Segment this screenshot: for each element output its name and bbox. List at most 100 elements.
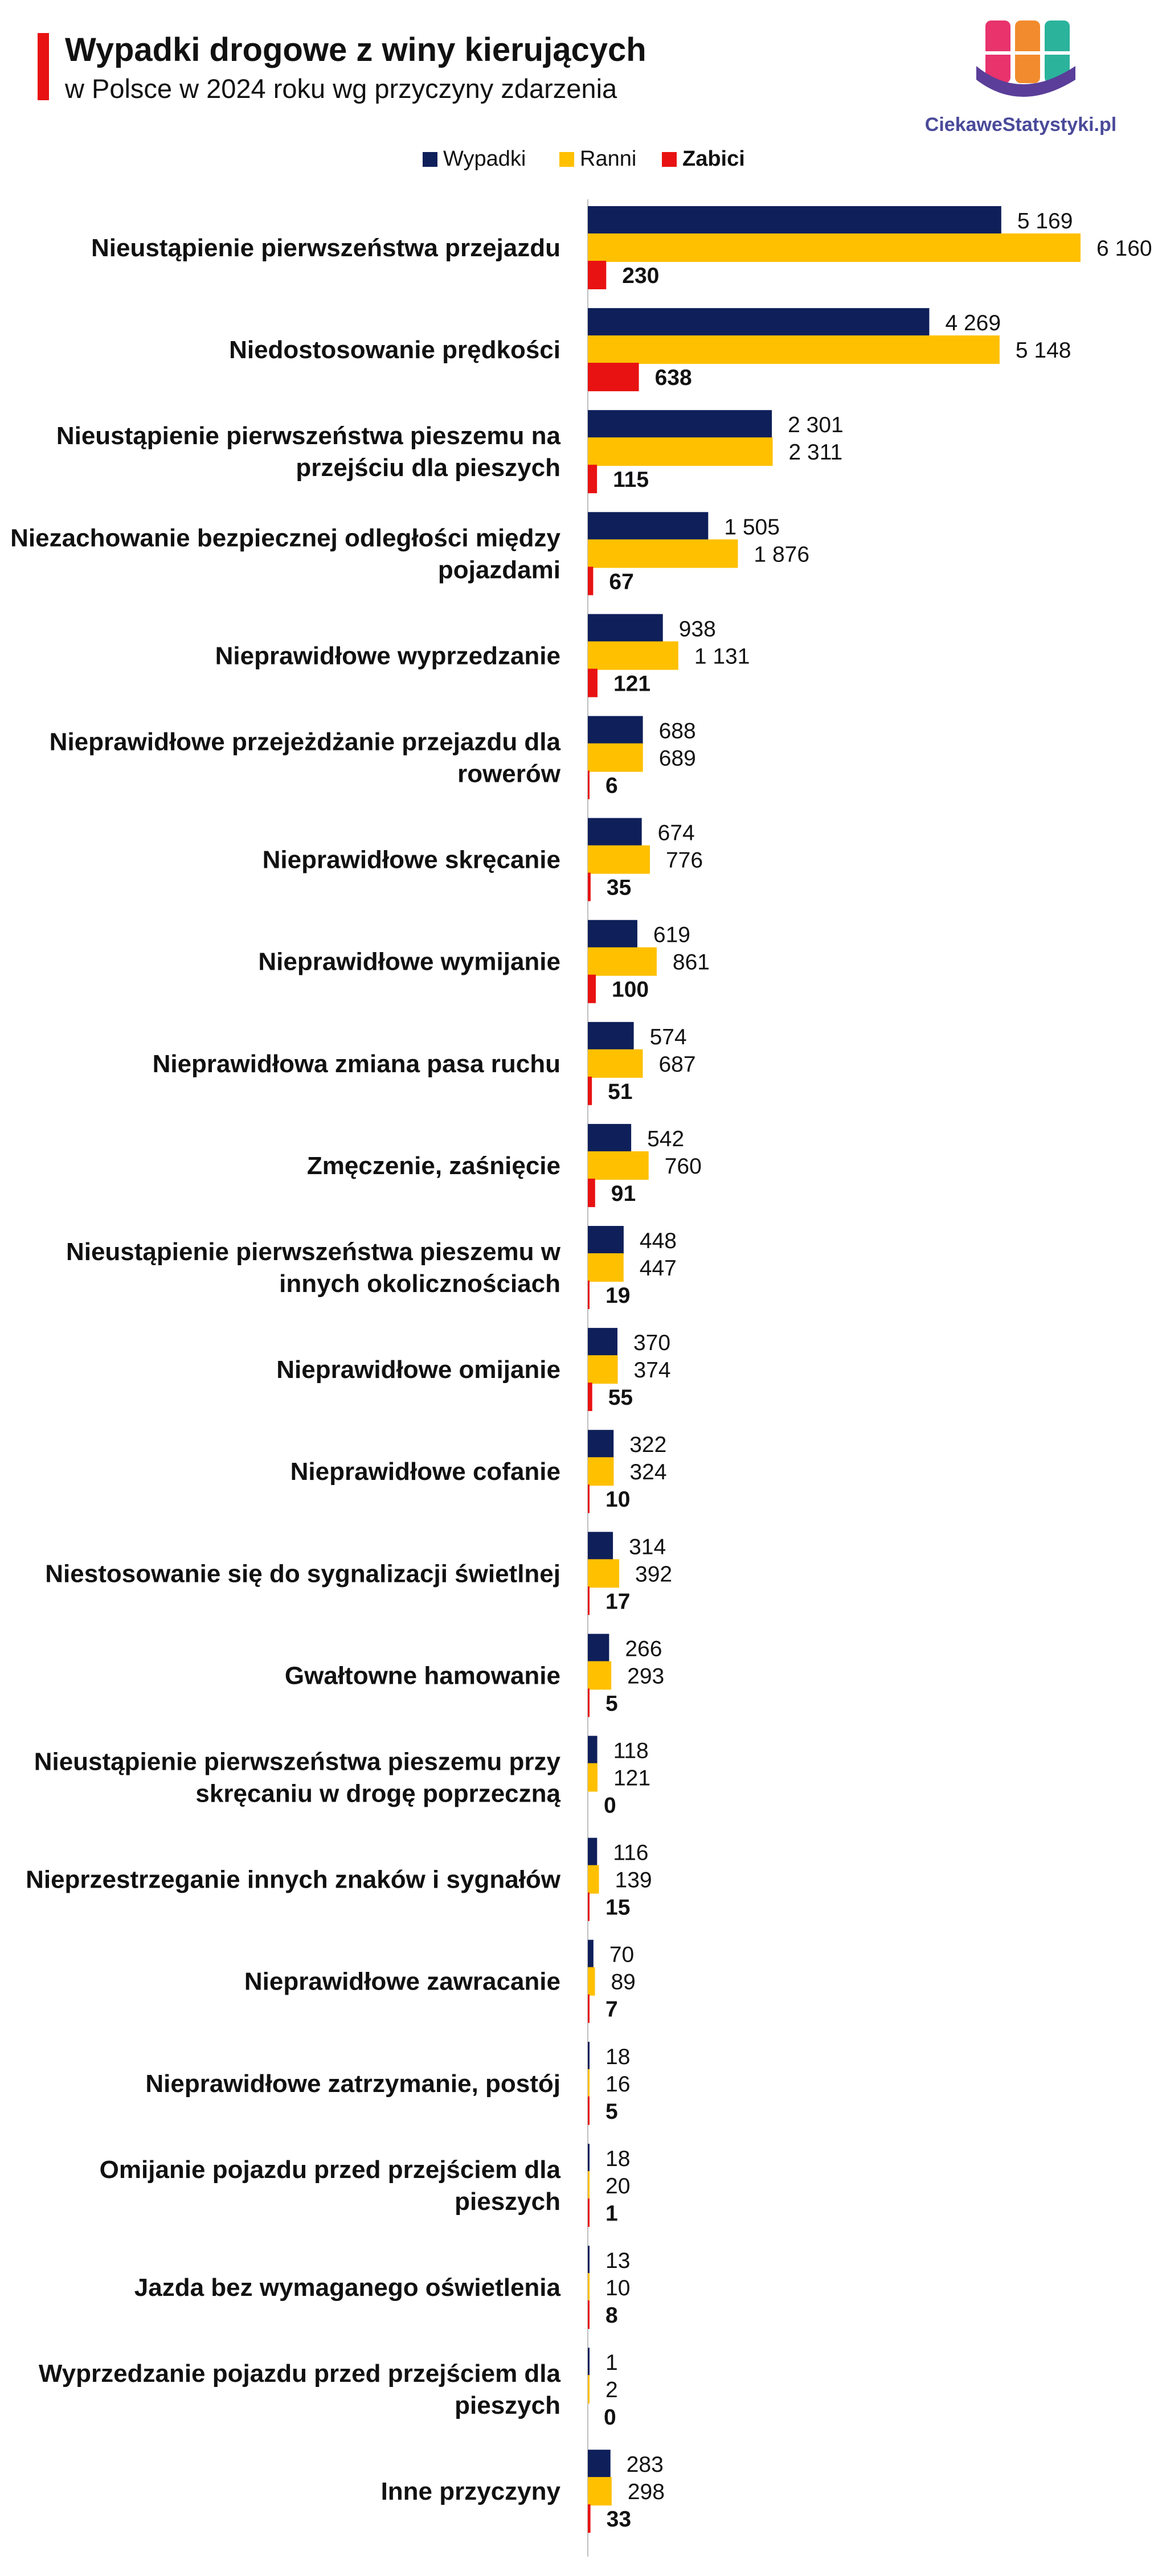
bar-wypadki — [588, 206, 1001, 235]
data-label-zabici: 91 — [611, 1182, 636, 1206]
bar-ranni — [588, 335, 1000, 364]
category-label: Jazda bez wymaganego oświetlenia — [134, 2274, 561, 2302]
bar-ranni — [588, 1049, 643, 1078]
data-label-wypadki: 1 — [605, 2351, 618, 2375]
bar-wypadki — [588, 818, 642, 847]
data-label-zabici: 115 — [613, 467, 649, 492]
data-label-zabici: 6 — [605, 774, 618, 798]
data-label-zabici: 0 — [604, 1794, 616, 1818]
bar-wypadki — [588, 1430, 614, 1459]
category-label: Inne przyczyny — [381, 2477, 561, 2505]
bar-wypadki — [588, 1123, 632, 1152]
bar-wypadki — [588, 716, 643, 745]
data-label-wypadki: 18 — [605, 2147, 630, 2171]
category-label: Gwałtowne hamowanie — [285, 1662, 560, 1689]
data-label-ranni: 10 — [605, 2276, 630, 2300]
bar-zabici — [588, 872, 591, 901]
bar-zabici — [588, 2504, 591, 2533]
data-label-zabici: 10 — [605, 1487, 630, 1512]
category-label: Nieprzestrzeganie innych znaków i sygnał… — [26, 1866, 561, 1894]
bar-wypadki — [588, 512, 709, 541]
bar-wypadki — [588, 2143, 590, 2172]
bar-zabici — [588, 1688, 590, 1717]
data-label-ranni: 2 — [605, 2378, 618, 2402]
data-label-wypadki: 448 — [640, 1229, 677, 1253]
data-label-ranni: 298 — [628, 2480, 665, 2504]
category-label: Nieprawidłowe cofanie — [290, 1458, 560, 1486]
data-label-ranni: 121 — [613, 1766, 650, 1791]
legend-label-ranni: Ranni — [580, 147, 637, 171]
data-label-ranni: 6 160 — [1096, 236, 1152, 261]
category-label: Niedostosowanie prędkości — [229, 336, 560, 364]
bar-ranni — [588, 743, 643, 772]
data-label-wypadki: 266 — [625, 1636, 662, 1661]
category-label: Nieprawidłowe omijanie — [276, 1356, 560, 1384]
bar-zabici — [588, 1281, 590, 1309]
data-label-ranni: 16 — [605, 2072, 630, 2097]
data-label-zabici: 1 — [605, 2201, 618, 2226]
bar-ranni — [588, 437, 773, 466]
data-label-ranni: 760 — [665, 1154, 702, 1179]
legend-swatch-zabici — [662, 151, 677, 167]
bar-zabici — [588, 1383, 592, 1412]
data-label-zabici: 638 — [655, 366, 692, 390]
legend-swatch-ranni — [559, 151, 574, 167]
data-label-ranni: 689 — [659, 746, 696, 771]
bar-wypadki — [588, 1736, 598, 1765]
bar-zabici — [588, 567, 594, 596]
bar-zabici — [588, 2198, 590, 2227]
data-label-zabici: 51 — [608, 1080, 632, 1104]
bar-ranni — [588, 2375, 590, 2404]
chart-subtitle: w Polsce w 2024 roku wg przyczyny zdarze… — [65, 73, 617, 104]
bar-zabici — [588, 668, 598, 698]
data-label-wypadki: 116 — [613, 1841, 648, 1865]
bar-zabici — [588, 2096, 590, 2125]
data-label-ranni: 2 311 — [789, 440, 843, 465]
data-label-wypadki: 322 — [629, 1433, 666, 1457]
bar-wypadki — [588, 2450, 611, 2479]
data-label-wypadki: 688 — [659, 719, 696, 744]
data-label-wypadki: 370 — [633, 1331, 670, 1355]
data-label-zabici: 55 — [608, 1385, 633, 1410]
bar-zabici — [588, 1484, 590, 1513]
data-label-ranni: 447 — [640, 1256, 677, 1281]
bar-wypadki — [588, 2041, 590, 2070]
bar-wypadki — [588, 2348, 590, 2377]
data-label-wypadki: 619 — [653, 923, 690, 947]
category-label: Nieustąpienie pierwszeństwa pieszemu prz… — [34, 1748, 561, 1808]
bar-ranni — [588, 1967, 595, 1996]
data-label-wypadki: 5 169 — [1017, 209, 1073, 233]
data-label-wypadki: 1 505 — [724, 515, 780, 539]
data-label-ranni: 89 — [611, 1970, 635, 1995]
data-label-ranni: 20 — [605, 2174, 630, 2198]
bar-ranni — [588, 1865, 599, 1894]
data-label-zabici: 17 — [605, 1589, 630, 1614]
legend-label-zabici: Zabici — [682, 147, 745, 171]
bar-wypadki — [588, 2246, 590, 2274]
bar-ranni — [588, 1355, 618, 1384]
data-label-ranni: 776 — [666, 848, 703, 873]
category-label: Nieprawidłowe przejeżdżanie przejazdu dl… — [50, 728, 561, 788]
category-label: Nieprawidłowe wyprzedzanie — [215, 642, 560, 670]
data-label-zabici: 121 — [613, 671, 650, 696]
bar-wypadki — [588, 1634, 609, 1663]
data-label-zabici: 0 — [604, 2405, 616, 2430]
data-label-ranni: 5 148 — [1016, 338, 1071, 363]
data-label-wypadki: 2 301 — [788, 413, 844, 437]
category-label: Zmęczenie, zaśnięcie — [307, 1152, 560, 1180]
data-label-wypadki: 4 269 — [945, 311, 1001, 335]
category-label: Niestosowanie się do sygnalizacji świetl… — [45, 1560, 560, 1588]
data-label-zabici: 67 — [609, 569, 633, 594]
bar-ranni — [588, 539, 738, 568]
bar-zabici — [588, 1892, 590, 1921]
legend-swatch-wypadki — [423, 151, 437, 167]
data-label-ranni: 293 — [627, 1664, 664, 1688]
bar-ranni — [588, 1763, 598, 1792]
bar-ranni — [588, 2171, 590, 2200]
category-label: Nieustąpienie pierwszeństwa przejazdu — [91, 234, 560, 262]
bar-zabici — [588, 974, 596, 1003]
category-label: Omijanie pojazdu przed przejściem dla pie… — [100, 2156, 561, 2216]
bar-wypadki — [588, 614, 663, 643]
data-label-wypadki: 542 — [647, 1127, 684, 1151]
data-label-wypadki: 118 — [613, 1739, 649, 1763]
